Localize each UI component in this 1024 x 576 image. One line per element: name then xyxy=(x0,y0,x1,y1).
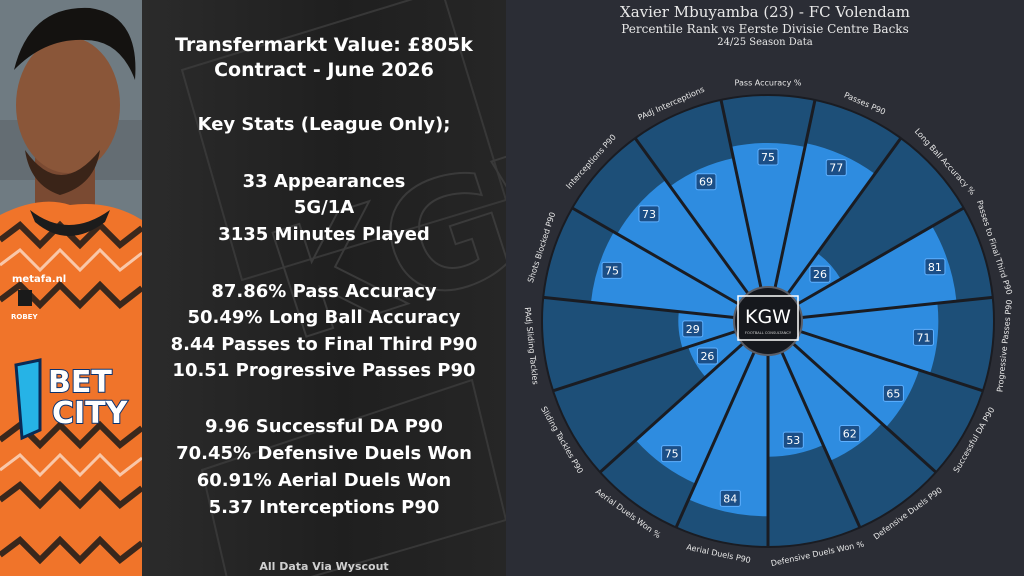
slice-bg-2 xyxy=(787,138,964,304)
center-logo-text: KGW xyxy=(745,306,791,328)
value-label-5: 65 xyxy=(886,387,900,400)
value-label-box-4 xyxy=(912,328,934,346)
value-label-3: 81 xyxy=(928,261,942,274)
sponsor-line-2: CITY xyxy=(52,396,129,431)
stat-long-ball-accuracy: 50.49% Long Ball Accuracy xyxy=(187,307,461,328)
slice-separator-3 xyxy=(796,206,965,306)
value-label-box-3 xyxy=(924,258,946,276)
slice-separator-6 xyxy=(792,342,937,474)
stat-aerial-duels-won: 60.91% Aerial Duels Won xyxy=(196,470,452,491)
center-logo-frame xyxy=(737,295,799,341)
value-label-box-7 xyxy=(782,431,804,449)
chart-panel: Xavier Mbuyamba (23) - FC Volendam Perce… xyxy=(506,0,1024,576)
value-label-6: 62 xyxy=(843,427,857,440)
slice-separator-4 xyxy=(801,295,993,319)
category-label-4: Progressive Passes P90 xyxy=(995,299,1014,392)
stat-key-stats-heading: Key Stats (League Only); xyxy=(197,114,451,135)
data-source-note: All Data Via Wyscout xyxy=(259,560,389,573)
outer-ring xyxy=(541,94,995,548)
value-label-box-14 xyxy=(695,173,717,191)
value-label-9: 75 xyxy=(665,448,679,461)
slice-separator-12 xyxy=(543,295,735,319)
stat-defensive-duels-won: 70.45% Defensive Duels Won xyxy=(176,443,472,464)
value-label-13: 73 xyxy=(642,208,656,221)
stat-successful-da: 9.96 Successful DA P90 xyxy=(205,416,443,437)
slice-separator-14 xyxy=(633,137,750,295)
slice-bg-10 xyxy=(553,331,743,473)
value-label-0: 75 xyxy=(761,151,775,164)
slice-value-4 xyxy=(800,303,939,374)
value-label-box-0 xyxy=(757,148,779,166)
value-label-box-6 xyxy=(839,424,861,442)
slice-separator-10 xyxy=(599,342,744,474)
slice-separator-2 xyxy=(786,137,903,295)
stats-panel: KGW Transfermarkt Value: £805k Contract -… xyxy=(142,0,506,576)
player-photo: metafa.nl ROBEY BET CITY xyxy=(0,0,142,576)
category-label-11: PAdj Sliding Tackles xyxy=(523,307,540,385)
chart-subtitle: Percentile Rank vs Eerste Divisie Centre… xyxy=(621,22,909,36)
stat-transfer-value: Transfermarkt Value: £805k xyxy=(175,34,473,56)
shirt-text: metafa.nl xyxy=(12,274,66,285)
value-label-1: 77 xyxy=(829,162,843,175)
chart-title: Xavier Mbuyamba (23) - FC Volendam xyxy=(620,3,910,21)
slice-value-14 xyxy=(670,158,761,294)
slice-value-12 xyxy=(590,232,739,318)
pizza-chart: 75 77 26 81 71 65 62 53 84 75 26 29 75 73 69 Pass Accur… xyxy=(523,79,1014,569)
value-label-box-13 xyxy=(638,205,660,223)
stat-progressive-passes: 10.51 Progressive Passes P90 xyxy=(172,360,476,381)
slice-separator-11 xyxy=(552,330,737,393)
slice-separator-0 xyxy=(719,99,763,289)
value-label-box-2 xyxy=(809,265,831,283)
slice-value-0 xyxy=(730,143,806,288)
stat-passes-final-third: 8.44 Passes to Final Third P90 xyxy=(170,334,478,355)
stat-minutes-played: 3135 Minutes Played xyxy=(218,224,430,245)
value-label-box-9 xyxy=(661,445,683,463)
slice-value-7 xyxy=(768,352,824,457)
stat-interceptions: 5.37 Interceptions P90 xyxy=(208,497,440,518)
category-label-0: Pass Accuracy % xyxy=(735,79,802,88)
kit-brand: ROBEY xyxy=(11,313,38,321)
value-label-box-5 xyxy=(882,384,904,402)
stat-contract-expiry: Contract - June 2026 xyxy=(214,59,434,81)
center-logo-circle xyxy=(733,286,803,356)
player-illustration: metafa.nl ROBEY BET CITY xyxy=(0,0,142,576)
value-label-box-12 xyxy=(601,261,623,279)
center-logo-subtext: FOOTBALL CONSULTANCY xyxy=(745,331,792,335)
stat-pass-accuracy: 87.86% Pass Accuracy xyxy=(211,281,437,302)
value-label-7: 53 xyxy=(786,434,800,447)
slice-separator-13 xyxy=(571,206,740,306)
slice-value-1 xyxy=(775,143,875,294)
value-label-box-1 xyxy=(825,159,847,177)
stat-goals-assists: 5G/1A xyxy=(293,197,355,218)
slice-separator-9 xyxy=(674,351,756,529)
sponsor-line-1: BET xyxy=(48,365,112,400)
value-label-box-11 xyxy=(682,320,704,338)
chart-season: 24/25 Season Data xyxy=(717,37,813,48)
value-label-14: 69 xyxy=(699,176,713,189)
value-label-4: 71 xyxy=(916,331,930,344)
slice-separator-1 xyxy=(773,99,817,289)
slice-separator-5 xyxy=(799,330,984,393)
slice-separator-7 xyxy=(780,351,862,529)
slice-value-3 xyxy=(797,226,957,318)
value-label-12: 75 xyxy=(605,264,619,277)
value-label-box-8 xyxy=(719,489,741,507)
value-label-11: 29 xyxy=(686,323,700,336)
value-label-8: 84 xyxy=(723,492,737,505)
value-label-2: 26 xyxy=(813,268,827,281)
slice-value-5 xyxy=(793,331,920,428)
slice-value-8 xyxy=(688,352,768,517)
sponsor-logo-mark xyxy=(14,358,42,441)
value-label-10: 26 xyxy=(700,350,714,363)
stat-appearances: 33 Appearances xyxy=(242,171,406,192)
value-label-box-10 xyxy=(696,347,718,365)
